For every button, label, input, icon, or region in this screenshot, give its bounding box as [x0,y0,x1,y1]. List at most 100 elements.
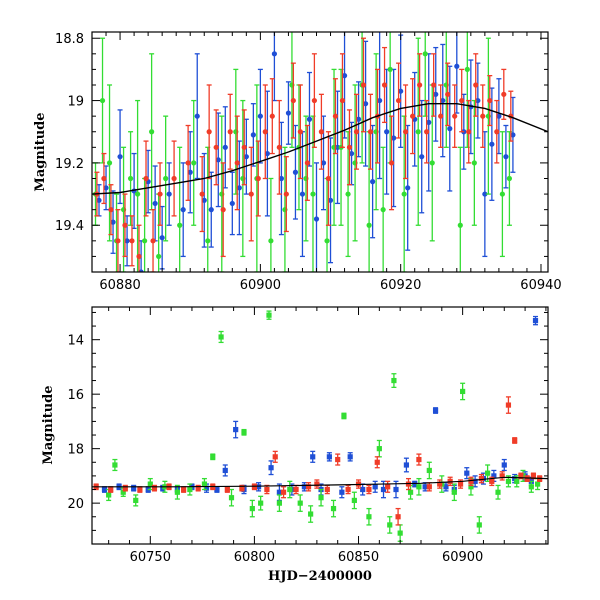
top-series-1-point-32 [380,146,386,272]
top-series-2-point-40 [395,62,402,139]
bottom-series-1-point-1 [112,458,118,472]
top-y-tick-label-1: 19 [67,95,84,110]
bottom-series-1-point-13 [249,499,255,518]
top-series-0-point-38 [370,124,376,239]
top-plot-frame [91,31,549,273]
top-y-axis-title: Magnitude [33,112,48,191]
top-series-0-point-9 [159,205,165,270]
top-series-0-point-54 [482,131,488,258]
bottom-series-1-point-25 [376,439,382,458]
bottom-series-2-point-12 [264,484,270,495]
bottom-data-layer [93,310,543,542]
bottom-series-0-point-21 [347,452,353,462]
top-series-2-point-10 [171,140,177,217]
top-series-0-point-11 [180,162,186,258]
top-series-1-point-43 [499,131,505,258]
bottom-series-1-point-3 [133,494,139,507]
top-series-2-point-30 [325,131,332,226]
top-series-0-point-45 [419,99,425,214]
top-series-0-point-49 [447,65,453,192]
bottom-series-1-point-10 [218,330,224,344]
top-series-2-point-12 [199,156,205,233]
bottom-series-2-point-23 [374,456,380,469]
top-series-0-point-27 [292,124,299,220]
bottom-series-1-point-36 [476,516,482,534]
bottom-series-2-point-37 [512,437,518,444]
top-series-0-point-42 [398,34,404,148]
top-series-0-point-48 [440,43,446,158]
top-series-2-point-9 [157,162,163,226]
bottom-series-2-point-39 [524,475,530,482]
top-series-2-point-20 [255,140,261,217]
bottom-series-1-point-8 [201,477,208,491]
bottom-series-2-point-18 [324,484,330,495]
top-series-2-point-54 [494,99,500,164]
top-series-2-point-50 [466,99,472,164]
bottom-series-0-point-10 [233,420,239,439]
top-series-0-point-3 [117,109,123,205]
bottom-series-0-point-19 [326,452,332,462]
top-y-tick-label-0: 18.8 [55,32,84,47]
top-series-2-point-28 [311,53,317,148]
top-series-1-point-36 [422,32,428,117]
bottom-y-tick-label-2: 18 [67,443,84,458]
bottom-series-1-point-30 [416,477,422,496]
top-series-1-point-18 [268,177,274,272]
bottom-y-axis-title: Magnitude [41,385,56,464]
top-series-0-point-46 [426,53,432,192]
top-series-2-point-13 [206,84,212,180]
bottom-series-1-point-15 [266,310,272,320]
top-series-2-point-52 [480,84,486,148]
top-x-tick-label-1: 60900 [240,278,281,293]
top-panel: 60880 60900 60920 60940 18.8 19 19.2 19.4 Magn… [33,31,562,293]
bottom-x-axis-title: HJD−2400000 [268,569,372,584]
top-series-1-point-11 [177,146,183,272]
bottom-series-1-point-24 [366,507,372,526]
bottom-series-0-point-20 [339,486,345,499]
top-series-2-point-22 [269,78,275,155]
top-data-layer [92,32,516,272]
bottom-series-1-point-33 [451,483,457,502]
top-series-2-point-53 [487,74,493,127]
bottom-series-2-point-36 [505,396,512,414]
top-series-1-point-12 [191,99,197,226]
bottom-series-1-point-16 [276,494,282,512]
bottom-series-2-point-3 [137,486,143,493]
bottom-series-0-point-9 [222,464,228,477]
top-ticks [91,32,548,273]
bottom-series-0-point-40 [532,315,539,326]
top-series-1-point-1 [99,37,106,164]
bottom-series-1-point-18 [297,494,303,512]
top-series-2-point-6 [136,224,142,272]
bottom-series-2-point-35 [499,471,505,481]
bottom-series-0-point-13 [268,460,274,476]
top-series-1-point-39 [457,146,463,272]
bottom-series-2-point-33 [478,473,484,484]
top-series-0-point-30 [313,162,320,272]
bottom-series-0-point-12 [255,482,262,492]
top-y-tick-label-2: 19.2 [55,157,84,172]
top-series-2-point-31 [332,78,339,155]
top-series-0-point-47 [433,46,439,142]
bottom-x-tick-label-0: 60750 [130,550,171,565]
top-series-2-point-45 [431,53,437,117]
bottom-x-tick-label-1: 60800 [234,550,275,565]
top-series-2-point-46 [438,84,444,148]
top-series-1-point-41 [471,99,477,226]
bottom-series-1-point-28 [397,524,403,542]
top-series-0-point-19 [236,140,242,236]
top-series-2-point-21 [262,84,268,180]
bottom-y-tick-label-0: 14 [67,334,84,349]
top-series-2-point-33 [346,109,353,186]
bottom-series-1-point-23 [351,491,357,510]
top-series-2-point-29 [318,93,325,170]
bottom-series-2-point-24 [385,480,391,493]
bottom-series-2-point-19 [335,453,341,466]
bottom-series-2-point-1 [108,486,114,493]
top-series-0-point-26 [285,81,292,145]
bottom-series-2-point-38 [518,472,524,480]
top-series-2-point-47 [445,62,451,127]
bottom-series-2-point-22 [366,484,372,495]
